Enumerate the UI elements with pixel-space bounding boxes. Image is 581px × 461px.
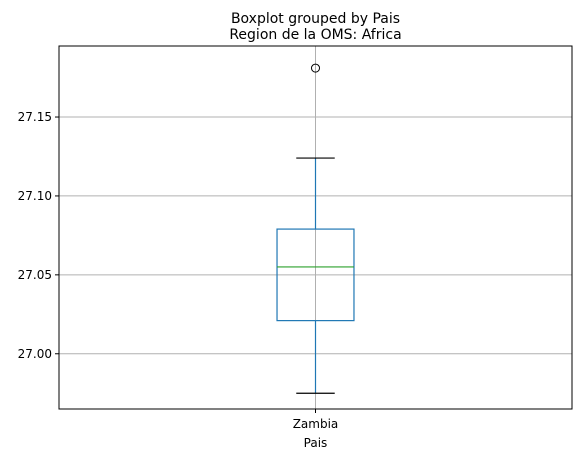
chart-title: Boxplot grouped by Pais bbox=[231, 11, 400, 27]
x-axis-label: Pais bbox=[304, 436, 328, 450]
y-tick-label: 27.15 bbox=[18, 110, 52, 124]
tick-layer: 27.00 27.05 27.10 27.15 Zambia bbox=[18, 110, 339, 431]
x-tick-label: Zambia bbox=[293, 417, 339, 431]
y-tick-label: 27.10 bbox=[18, 189, 52, 203]
iqr-box bbox=[276, 228, 355, 322]
y-tick-label: 27.05 bbox=[18, 268, 52, 282]
y-tick-label: 27.00 bbox=[18, 347, 52, 361]
box-layer bbox=[276, 63, 355, 394]
chart-subtitle: Region de la OMS: Africa bbox=[229, 27, 401, 43]
outlier-point bbox=[311, 63, 320, 73]
